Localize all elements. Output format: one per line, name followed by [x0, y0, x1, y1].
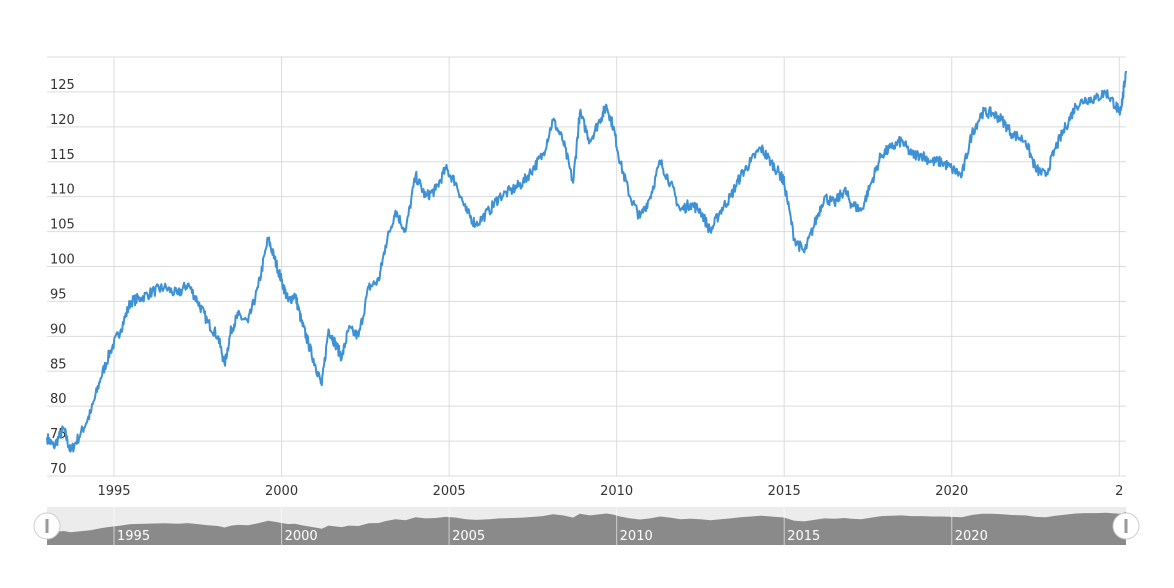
- y-tick-label: 110: [50, 183, 75, 198]
- navigator-axis: 1995 2000 2005 2010 2015 2020: [113, 507, 988, 545]
- y-tick-label: 125: [50, 78, 75, 93]
- series-line: [46, 70, 1127, 453]
- y-tick-label: 105: [50, 218, 75, 233]
- x-tick-label: 2010: [600, 484, 633, 499]
- navigator-tick-label: 2010: [620, 529, 653, 544]
- x-tick-label: 2020: [935, 484, 968, 499]
- y-tick-label: 85: [50, 357, 67, 372]
- y-tick-label: 115: [50, 148, 75, 163]
- navigator-tick-label: 2000: [285, 529, 318, 544]
- navigator-tick-label: 2020: [955, 529, 988, 544]
- x-tick-label: 1995: [97, 484, 130, 499]
- x-axis: 1995 2000 2005 2010 2015 2020 2: [97, 484, 1123, 499]
- x-tick-label: 2005: [433, 484, 466, 499]
- navigator-area: [47, 511, 1126, 545]
- grid-lines: [47, 56, 1126, 477]
- y-tick-label: 100: [50, 253, 75, 268]
- navigator[interactable]: 1995 2000 2005 2010 2015 2020: [33, 507, 1140, 545]
- x-tick-label: 2015: [768, 484, 801, 499]
- y-tick-label: 80: [50, 392, 67, 407]
- y-tick-label: 90: [50, 322, 67, 337]
- y-tick-label: 120: [50, 113, 75, 128]
- navigator-tick-label: 2005: [452, 529, 485, 544]
- navigator-left-handle[interactable]: [33, 512, 61, 540]
- y-tick-label: 70: [50, 462, 67, 477]
- x-tick-label: 2: [1115, 484, 1123, 499]
- navigator-right-handle[interactable]: [1112, 512, 1140, 540]
- y-tick-label: 95: [50, 287, 67, 302]
- x-tick-label: 2000: [265, 484, 298, 499]
- navigator-tick-label: 1995: [117, 529, 150, 544]
- navigator-tick-label: 2015: [787, 529, 820, 544]
